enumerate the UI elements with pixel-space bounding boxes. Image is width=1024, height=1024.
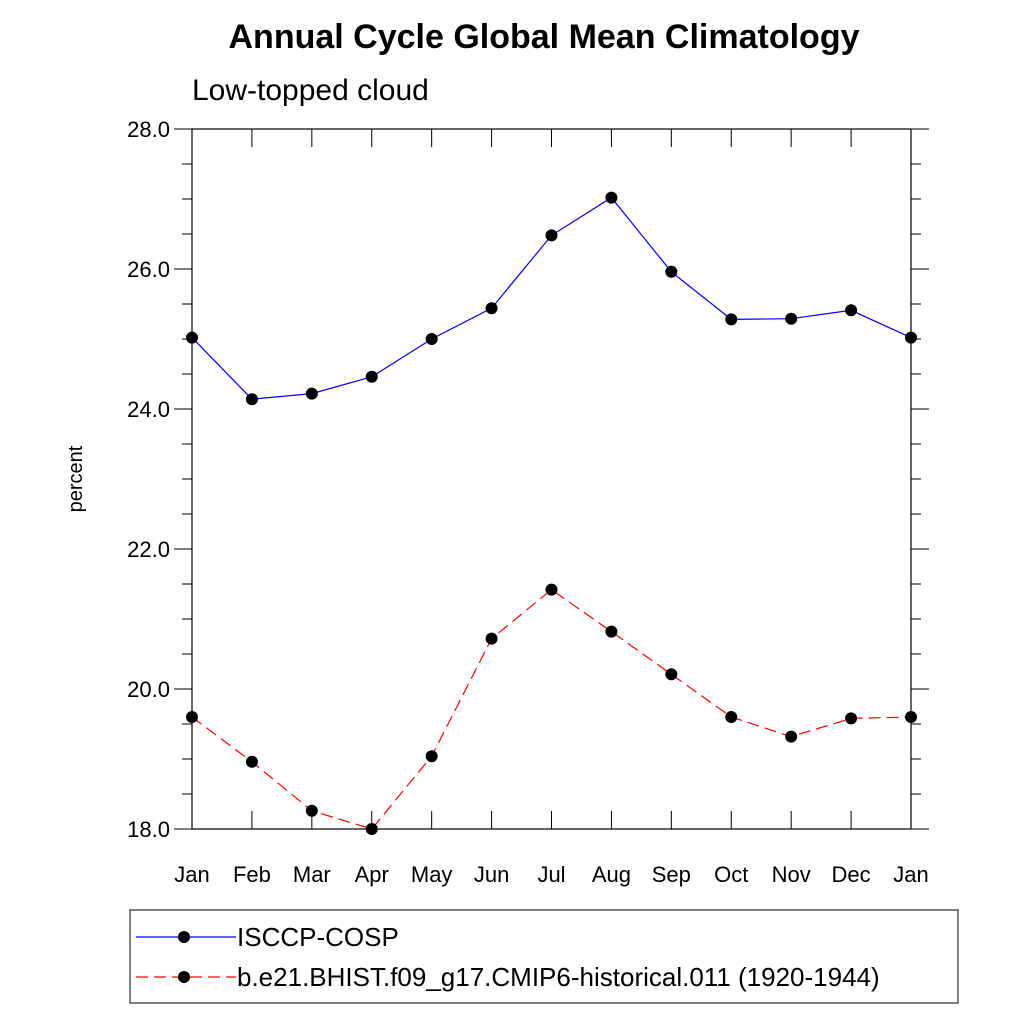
series-1-point: [485, 302, 498, 315]
y-axis-label: percent: [65, 445, 87, 512]
series-1-point: [545, 229, 558, 242]
series-1-point: [905, 331, 917, 344]
series-2-point: [785, 730, 798, 743]
x-tick-label: Mar: [293, 862, 331, 887]
x-tick-label: Sep: [652, 862, 691, 887]
series-2-point: [605, 625, 618, 638]
series-layer: [186, 191, 917, 835]
legend-box: [129, 909, 959, 1004]
series-1-point: [785, 312, 798, 325]
series-1-point: [725, 313, 738, 326]
x-tick-label: Oct: [714, 862, 748, 887]
series-1-point: [305, 387, 318, 400]
series-2-point: [665, 668, 678, 681]
series-2-point: [365, 823, 378, 835]
series-1-point: [845, 304, 858, 317]
series-2-point: [186, 711, 198, 723]
legend-label-1: ISCCP-COSP: [237, 922, 399, 952]
series-2-point: [245, 755, 258, 768]
chart-subtitle: Low-topped cloud: [192, 74, 429, 107]
x-tick-label: Jan: [893, 862, 928, 887]
x-tick-label: Nov: [772, 862, 811, 887]
y-tick-labels: 18.0 20.0 22.0 24.0 26.0 28.0: [127, 117, 170, 842]
y-tick-label: 28.0: [127, 117, 170, 142]
series-1-point: [245, 393, 258, 406]
x-tick-label: Dec: [832, 862, 871, 887]
legend: ISCCP-COSP b.e21.BHIST.f09_g17.CMIP6-hist…: [136, 922, 880, 992]
axis-ticks: [174, 128, 929, 830]
x-tick-label: Jul: [537, 862, 565, 887]
x-tick-label: May: [411, 862, 453, 887]
x-tick-label: Feb: [233, 862, 271, 887]
series-2-point: [485, 632, 498, 645]
y-tick-label: 22.0: [127, 537, 170, 562]
x-tick-label: Aug: [592, 862, 631, 887]
x-tick-label: Jun: [474, 862, 509, 887]
y-tick-label: 24.0: [127, 397, 170, 422]
legend-label-2: b.e21.BHIST.f09_g17.CMIP6-historical.011…: [237, 962, 880, 992]
legend-marker-2: [178, 971, 190, 983]
series-1-point: [365, 370, 378, 383]
y-tick-label: 26.0: [127, 257, 170, 282]
series-2-point: [545, 583, 558, 596]
series-1-point: [665, 265, 678, 278]
legend-marker-1: [178, 931, 190, 943]
y-tick-label: 18.0: [127, 817, 170, 842]
series-1-point: [425, 333, 438, 345]
series-2-point: [305, 804, 318, 817]
series-line-1: [191, 196, 912, 400]
series-1-point: [605, 191, 618, 204]
series-2-point: [725, 711, 738, 723]
x-tick-label: Apr: [355, 862, 389, 887]
x-tick-labels: Jan Feb Mar Apr May Jun Jul Aug Sep Oct Nov Dec Jan: [174, 862, 928, 887]
x-tick-label: Jan: [174, 862, 209, 887]
series-2-point: [905, 711, 917, 723]
series-2-point: [845, 712, 858, 725]
series-1-point: [186, 331, 198, 344]
y-tick-label: 20.0: [127, 677, 170, 702]
chart-title: Annual Cycle Global Mean Climatology: [229, 18, 860, 56]
series-line-2: [191, 588, 912, 830]
series-2-point: [425, 750, 438, 763]
